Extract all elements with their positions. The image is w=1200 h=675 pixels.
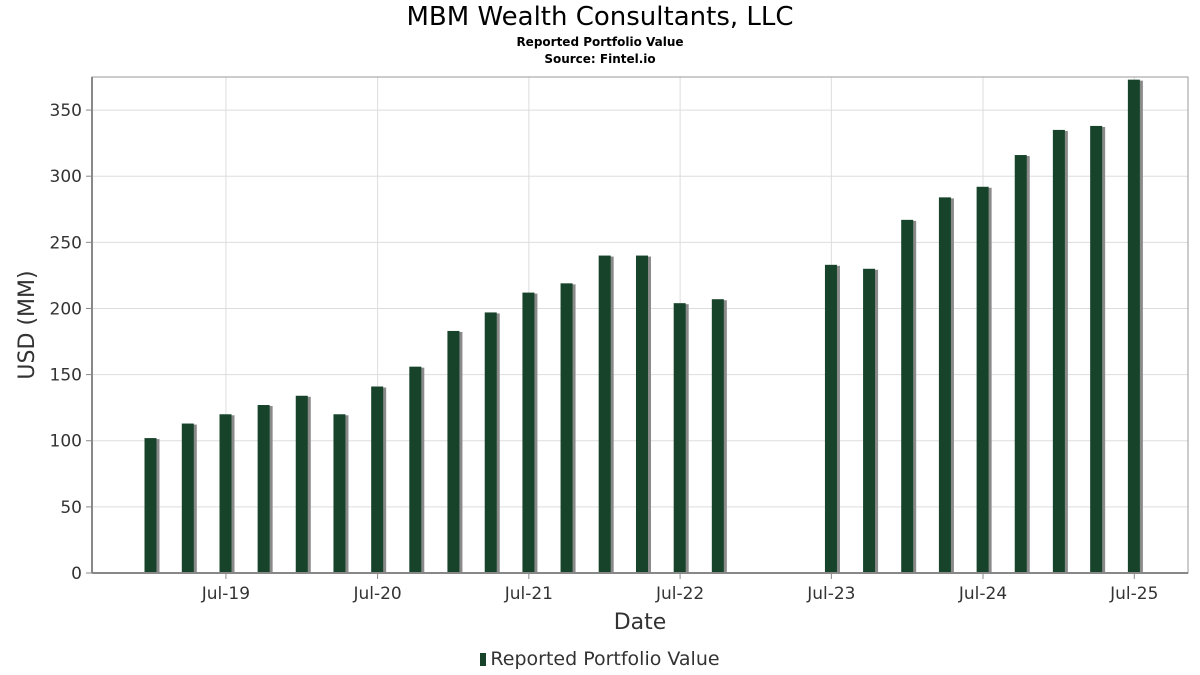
bar	[371, 386, 384, 573]
bar	[484, 312, 497, 573]
y-tick-label: 300	[50, 167, 82, 187]
x-axis-label: Date	[614, 610, 667, 635]
bar	[863, 268, 876, 573]
y-axis-ticks: 0 50 100 150 200 250 300 350	[50, 101, 92, 584]
x-tick-label: Jul-21	[504, 584, 553, 604]
bar	[295, 395, 308, 573]
bar	[635, 255, 648, 573]
y-tick-label: 0	[71, 564, 82, 584]
bar	[1014, 155, 1027, 573]
y-tick-label: 50	[60, 498, 82, 518]
x-axis-ticks: Jul-19 Jul-20 Jul-21 Jul-22 Jul-23 Jul-24 Jul-…	[201, 573, 1158, 604]
bar	[560, 283, 573, 573]
bar	[598, 255, 611, 573]
bar	[711, 299, 724, 573]
x-tick-label: Jul-24	[958, 584, 1007, 604]
bar	[181, 423, 194, 573]
chart-title: MBM Wealth Consultants, LLC	[406, 2, 794, 32]
bar	[976, 186, 989, 574]
x-tick-label: Jul-20	[352, 584, 401, 604]
bar	[522, 292, 535, 573]
x-tick-label: Jul-25	[1109, 584, 1158, 604]
bar	[219, 414, 232, 573]
bar	[257, 405, 270, 573]
bar	[333, 414, 346, 573]
chart-source: Source: Fintel.io	[544, 52, 656, 66]
y-tick-label: 200	[50, 299, 82, 319]
bar	[901, 219, 914, 573]
bar	[144, 438, 157, 573]
bar	[409, 366, 422, 573]
y-tick-label: 100	[50, 432, 82, 452]
y-axis-label: USD (MM)	[15, 270, 40, 379]
bar	[824, 264, 837, 573]
x-tick-label: Jul-22	[655, 584, 704, 604]
y-tick-label: 350	[50, 101, 82, 121]
y-tick-label: 150	[50, 366, 82, 386]
bar	[1127, 79, 1140, 574]
x-tick-label: Jul-19	[201, 584, 250, 604]
legend-swatch	[480, 653, 487, 666]
bar	[673, 303, 686, 573]
legend-label: Reported Portfolio Value	[490, 648, 720, 670]
legend: Reported Portfolio Value	[0, 648, 1200, 670]
bar	[447, 330, 460, 573]
y-tick-label: 250	[50, 233, 82, 253]
chart-subtitle: Reported Portfolio Value	[516, 35, 684, 49]
bar	[1090, 125, 1103, 574]
bar	[938, 197, 951, 573]
x-tick-label: Jul-23	[806, 584, 855, 604]
bar-series	[144, 79, 1143, 574]
bar	[1052, 129, 1065, 573]
